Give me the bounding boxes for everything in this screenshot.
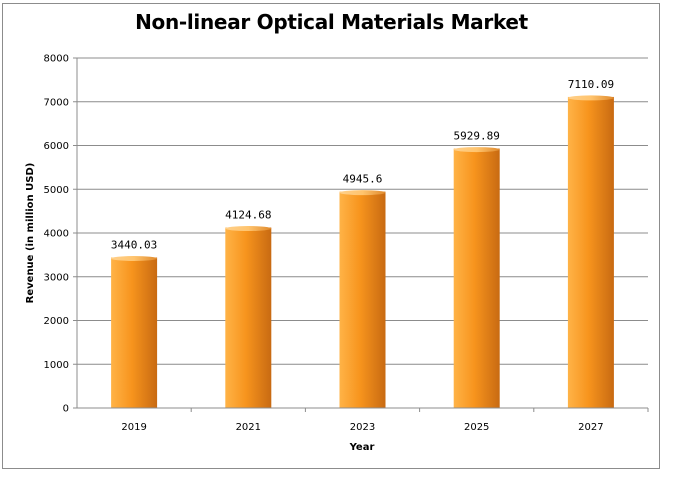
y-tick-label: 4000 (44, 229, 69, 240)
y-tick-label: 2000 (44, 316, 69, 327)
x-axis-label: Year (349, 442, 375, 453)
x-tick-label-2021: 2021 (236, 422, 261, 433)
bars-group: 3440.03 4124.68 4945.6 5929.89 7110.09 (111, 78, 614, 408)
y-axis-label: Revenue (in million USD) (25, 163, 36, 304)
bar-2027 (567, 96, 614, 408)
x-tick-label-2019: 2019 (121, 422, 146, 433)
x-tick-label-2027: 2027 (578, 422, 603, 433)
chart-title: Non-linear Optical Materials Market (135, 10, 528, 34)
bar-2021 (225, 227, 272, 408)
bar-cap-2025 (453, 147, 500, 153)
y-tick-label: 7000 (44, 97, 69, 108)
bar-cap-2027 (567, 95, 614, 101)
bar-2019 (111, 257, 158, 408)
x-tick-label-2025: 2025 (464, 422, 489, 433)
y-tick-label: 3000 (44, 272, 69, 283)
bar-cap-2019 (111, 255, 158, 261)
axes: 0 1000 2000 3000 4000 5000 6000 7000 8000 2019 202… (44, 54, 649, 433)
bar-2025 (453, 148, 500, 408)
x-tick-label-2023: 2023 (350, 422, 375, 433)
data-label-2023: 4945.6 (343, 173, 383, 186)
y-tick-label: 0 (63, 404, 69, 415)
y-tick-label: 8000 (44, 54, 69, 65)
bar-cap-2021 (225, 226, 272, 232)
data-label-2021: 4124.68 (225, 209, 271, 222)
y-tick-label: 6000 (44, 141, 69, 152)
y-tick-label: 1000 (44, 360, 69, 371)
bar-cap-2023 (339, 190, 386, 196)
data-label-2019: 3440.03 (111, 238, 157, 251)
data-label-2027: 7110.09 (568, 78, 614, 91)
y-tick-label: 5000 (44, 185, 69, 196)
data-label-2025: 5929.89 (454, 130, 500, 143)
bar-2023 (339, 191, 386, 408)
